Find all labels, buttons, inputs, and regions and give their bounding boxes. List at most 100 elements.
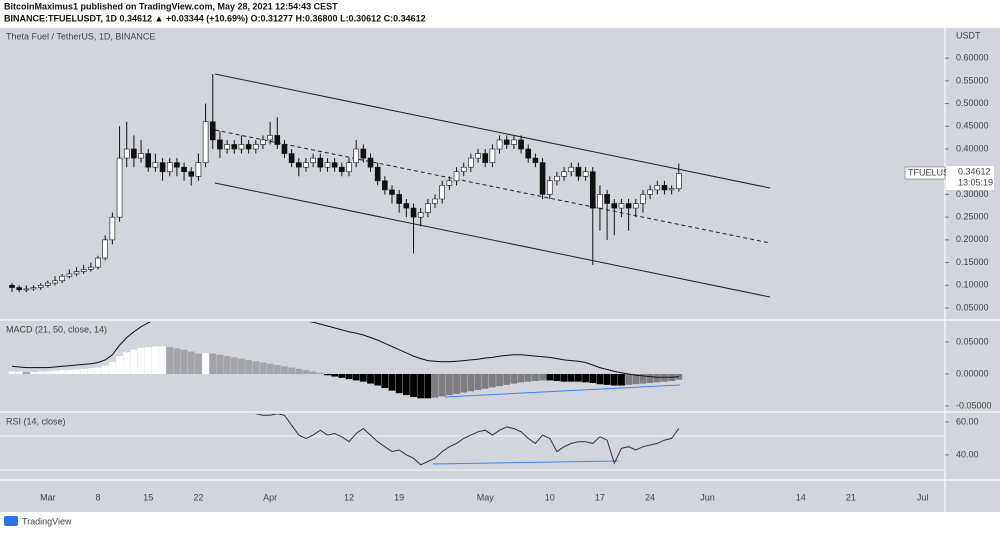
histogram-bar [410,373,417,398]
candle-body [159,162,166,173]
price-box [946,166,994,190]
candle-body [353,148,359,163]
symbol-box [904,166,946,180]
histogram-bar [417,373,425,399]
candle-body [475,153,481,159]
histogram-bar [259,362,267,374]
y-tick-label: 0.60000 [956,53,989,63]
histogram-bar [209,353,217,374]
histogram-bar [560,373,568,382]
histogram-bar [230,357,238,374]
brand[interactable]: TradingView [22,516,72,526]
histogram-bar [460,373,468,393]
candle-body [561,171,567,177]
x-tick-label: Jun [700,492,715,502]
histogram-bar [445,373,453,396]
candle-body [274,135,281,145]
histogram-bar [309,371,317,374]
candle-body [654,185,661,191]
histogram-bar [438,373,446,397]
candle-body [396,194,402,204]
candle-body [231,144,238,150]
channel-upper [214,73,771,189]
candle-body [503,139,510,145]
pane [8,322,683,399]
candle-body [102,239,109,259]
histogram-bar [288,367,296,374]
rsi-line [254,414,680,466]
candle-body [346,162,352,173]
candle-body [668,188,675,191]
symbol-label: TFUELUSDT [908,167,962,177]
histogram-bar [653,373,661,383]
histogram-bar [216,354,224,374]
histogram-bar [503,373,511,385]
candle-body [568,166,575,173]
histogram-bar [661,373,668,382]
x-tick-label: 24 [645,492,655,502]
candle-body [525,148,532,159]
histogram-bar [202,352,209,374]
candle-body [252,144,259,150]
histogram-bar [488,373,496,388]
candle-body [382,180,388,191]
histogram-bar [180,349,188,374]
y-tick-label: 40.00 [956,449,979,459]
histogram-bar [575,373,582,382]
header-line: BINANCE:TFUELUSDT, 1D 0.34612 ▲ +0.03344… [4,13,426,23]
histogram-bar [302,370,310,374]
candle-body [317,157,324,168]
candle-body [123,148,130,159]
candle-body [482,153,489,163]
histogram-bar [152,346,159,374]
histogram-bar [467,373,475,392]
candle-body [496,139,503,150]
x-tick-label: Jul [917,492,929,502]
candle-body [439,185,446,200]
candle-body [532,157,539,163]
histogram-bar [431,373,439,398]
candle-body [45,282,51,286]
candle-body [181,166,187,173]
candle-body [166,162,173,173]
candle-body [9,284,15,288]
candle-body [417,212,424,218]
y-tick-label: 0.05000 [956,336,989,346]
candle-body [66,273,73,277]
candle-body [73,271,80,275]
candle-body [324,162,331,168]
candle-body [217,139,223,150]
y-tick-label: 0.30000 [956,189,989,199]
pane [254,414,680,466]
candle-body [575,166,582,177]
histogram-bar [359,373,367,382]
divergence-line [432,460,619,465]
candle-body [597,194,603,209]
candle-body [224,144,230,150]
histogram-bar [223,356,231,374]
x-tick-label: 17 [595,492,605,502]
candle-body [403,203,410,209]
candle-body [410,207,417,218]
y-tick-label: 0.20000 [956,234,989,244]
candle-body [23,288,30,291]
candle-body [59,275,65,282]
histogram-bar [101,365,109,374]
candle-body [188,171,195,177]
histogram-bar [632,373,640,385]
y-tick-label: 0.00000 [956,368,989,378]
histogram-bar [395,373,403,394]
candle-body [138,153,144,159]
candle-body [209,121,216,141]
histogram-bar [123,352,131,374]
candle-body [360,148,367,159]
x-tick-label: 19 [394,492,404,502]
y-tick-label: -0.05000 [956,400,992,410]
histogram-bar [338,373,346,378]
histogram-bar [94,367,102,374]
histogram-bar [610,373,618,386]
histogram-bar [496,373,503,387]
histogram-bar [8,371,16,374]
histogram-bar [187,351,195,374]
